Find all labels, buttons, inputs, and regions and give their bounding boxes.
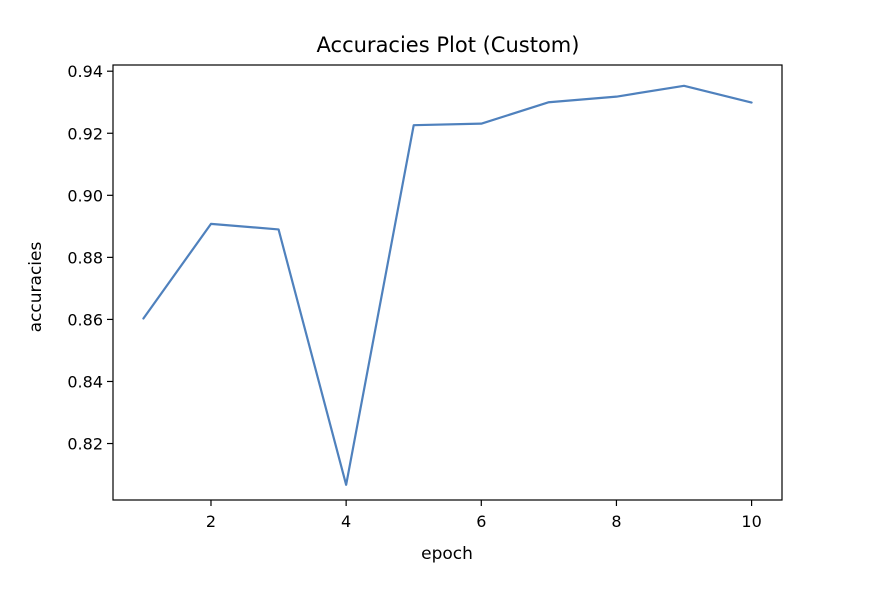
y-tick-label: 0.90	[67, 186, 103, 205]
x-tick-label: 8	[611, 512, 621, 531]
y-axis: 0.82 0.84 0.86 0.88 0.90 0.92 0.94	[67, 62, 113, 454]
y-tick-label: 0.86	[67, 310, 103, 329]
x-tick-label: 6	[476, 512, 486, 531]
y-axis-label: accuracies	[26, 242, 46, 333]
y-tick-label: 0.88	[67, 248, 103, 267]
plot-frame	[112, 64, 783, 501]
series-layer	[142, 84, 753, 486]
x-axis: 2 4 6 8 10	[206, 500, 762, 531]
y-tick-label: 0.94	[67, 62, 103, 81]
chart-title: Accuracies Plot (Custom)	[317, 33, 580, 57]
x-tick-label: 4	[341, 512, 351, 531]
y-tick-label: 0.92	[67, 124, 103, 143]
y-tick-label: 0.82	[67, 435, 103, 454]
series-line-0	[142, 84, 753, 486]
y-tick-label: 0.84	[67, 372, 103, 391]
x-axis-label: epoch	[421, 544, 473, 564]
x-tick-label: 10	[741, 512, 761, 531]
x-tick-label: 2	[206, 512, 216, 531]
